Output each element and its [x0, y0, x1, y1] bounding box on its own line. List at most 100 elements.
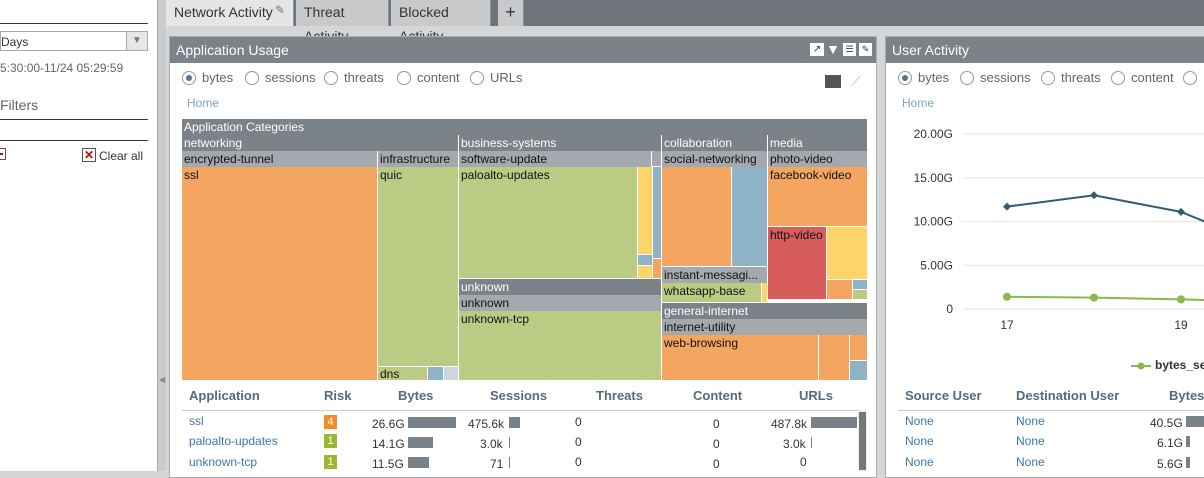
col-source-user[interactable]: Source User [905, 388, 982, 403]
tile-social-app-2[interactable] [732, 167, 768, 267]
tile-small[interactable] [819, 335, 850, 381]
line-chart-icon[interactable]: ⟋ [851, 73, 861, 89]
subcategory-internet-utility[interactable]: internet-utility [662, 319, 868, 335]
sessions-bar [509, 417, 520, 428]
time-range-text: 5:30:00-11/24 05:29:59 [0, 61, 124, 75]
col-urls[interactable]: URLs [799, 388, 833, 403]
time-range-select[interactable]: Days ▼ [0, 31, 148, 51]
radio-bytes[interactable]: bytes [182, 70, 233, 86]
subcategory-encrypted-tunnel[interactable]: encrypted-tunnel [182, 151, 378, 167]
tile-web-browsing[interactable]: web-browsing [662, 335, 819, 381]
tile-small[interactable] [652, 151, 662, 167]
user-radio-bytes[interactable]: bytes [898, 70, 949, 86]
tile-small[interactable] [850, 335, 868, 361]
tile-small[interactable] [853, 280, 868, 290]
subcategory-software-update[interactable]: software-update [459, 151, 652, 167]
user-radio-content[interactable]: content [1111, 70, 1174, 86]
radio-sessions[interactable]: sessions [245, 70, 316, 86]
category-business-systems[interactable]: business-systems [459, 135, 662, 151]
home-breadcrumb[interactable]: Home [187, 96, 220, 110]
subcategory-photo-video[interactable]: photo-video [768, 151, 868, 167]
app-link[interactable]: ssl [189, 414, 204, 428]
col-threats[interactable]: Threats [596, 388, 643, 403]
col-risk[interactable]: Risk [324, 388, 352, 403]
tile-social-app[interactable] [662, 167, 732, 267]
tile-small[interactable] [827, 280, 853, 300]
col-content[interactable]: Content [693, 388, 743, 403]
col-destination-user[interactable]: Destination User [1016, 388, 1120, 403]
col-user-bytes[interactable]: Bytes [1169, 388, 1204, 403]
scrollbar[interactable] [858, 410, 867, 471]
content-value: 0 [713, 417, 720, 431]
tile-small[interactable] [638, 255, 653, 266]
remove-filter-icon[interactable] [0, 148, 6, 160]
tile-whatsapp-base[interactable]: whatsapp-base [662, 283, 762, 303]
tile-ssl[interactable]: ssl [182, 167, 378, 381]
user-home-breadcrumb[interactable]: Home [902, 96, 935, 110]
user-bytes-value: 40.5G [1150, 416, 1183, 430]
chevron-down-icon[interactable]: ▼ [126, 32, 147, 50]
subcategory-instant-messaging[interactable]: instant-messagi... [662, 267, 768, 283]
tile-facebook-video[interactable]: facebook-video [768, 167, 868, 227]
tile-dns[interactable]: dns [378, 367, 428, 381]
tab-threat-activity[interactable]: Threat Activity [296, 0, 389, 44]
tile-small[interactable] [428, 367, 444, 381]
category-collaboration[interactable]: collaboration [662, 135, 768, 151]
tile-small[interactable] [638, 266, 653, 279]
user-radio-threats[interactable]: threats [1041, 70, 1101, 86]
filters-title: Filters [0, 97, 39, 113]
tile-small[interactable] [444, 367, 459, 381]
panel-splitter[interactable]: ◀ [158, 0, 166, 471]
tab-blocked-activity[interactable]: Blocked Activity [391, 0, 491, 44]
user-radio-urls[interactable] [1183, 70, 1203, 86]
tile-small[interactable] [653, 167, 662, 259]
app-link[interactable]: unknown-tcp [189, 455, 258, 469]
table-icon[interactable]: ☰ [843, 43, 856, 56]
tile-paloalto-updates[interactable]: paloalto-updates [459, 167, 638, 279]
category-networking[interactable]: networking [182, 135, 459, 151]
source-user-link[interactable]: None [905, 455, 934, 469]
tile-small[interactable] [850, 361, 868, 381]
tile-small[interactable] [853, 290, 868, 300]
radio-content[interactable]: content [397, 70, 460, 86]
add-tab-button[interactable]: + [498, 0, 524, 26]
radio-urls[interactable]: URLs [470, 70, 523, 86]
tile-small[interactable] [762, 283, 768, 303]
clear-all-icon[interactable]: ✕ [82, 148, 96, 162]
tile-small[interactable] [827, 227, 868, 280]
subcategory-social-networking[interactable]: social-networking [662, 151, 768, 167]
tile-label: whatsapp-base [664, 284, 746, 298]
subcategory-unknown[interactable]: unknown [459, 295, 662, 311]
radio-threats[interactable]: threats [324, 70, 384, 86]
subcategory-infrastructure[interactable]: infrastructure [378, 151, 459, 167]
jump-icon[interactable]: ↗ [810, 43, 824, 56]
col-sessions[interactable]: Sessions [490, 388, 548, 403]
filter-icon[interactable]: ▼ [826, 41, 840, 57]
app-link[interactable]: paloalto-updates [189, 434, 278, 448]
tile-http-video[interactable]: http-video [768, 227, 827, 300]
category-unknown[interactable]: unknown [459, 279, 662, 295]
category-general-internet[interactable]: general-internet [662, 303, 868, 319]
tile-small[interactable] [638, 167, 653, 255]
treemap-view-icon[interactable] [825, 75, 841, 88]
tab-network-activity[interactable]: Network Activity ✎ [166, 0, 294, 26]
clear-all-link[interactable]: Clear all [99, 149, 144, 163]
tile-unknown-tcp[interactable]: unknown-tcp [459, 311, 662, 381]
category-media[interactable]: media [768, 135, 868, 151]
sessions-bar [509, 437, 510, 448]
source-user-link[interactable]: None [905, 414, 934, 428]
destination-user-link[interactable]: None [1016, 434, 1045, 448]
destination-user-link[interactable]: None [1016, 455, 1045, 469]
col-application[interactable]: Application [189, 388, 260, 403]
tile-small[interactable] [653, 259, 662, 279]
edit-icon[interactable]: ✎ [274, 3, 285, 17]
tile-quic[interactable]: quic [378, 167, 459, 367]
content-value: 0 [713, 437, 720, 451]
collapse-icon[interactable]: ◀ [159, 375, 166, 384]
export-icon[interactable]: ✎ [859, 43, 872, 56]
destination-user-link[interactable]: None [1016, 414, 1045, 428]
divider [898, 410, 1204, 411]
user-radio-sessions[interactable]: sessions [960, 70, 1031, 86]
source-user-link[interactable]: None [905, 434, 934, 448]
col-bytes[interactable]: Bytes [398, 388, 434, 403]
